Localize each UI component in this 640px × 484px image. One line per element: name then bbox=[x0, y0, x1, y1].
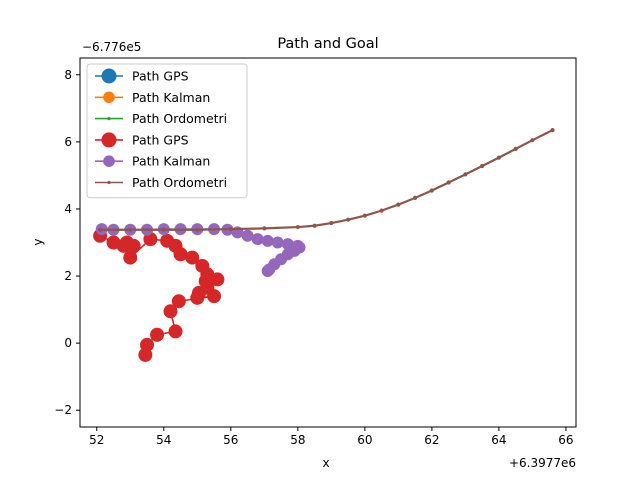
data-point bbox=[429, 188, 434, 193]
data-point bbox=[195, 227, 200, 232]
legend-entry: Path GPS bbox=[95, 68, 189, 84]
data-point bbox=[228, 226, 233, 232]
data-point bbox=[190, 290, 205, 305]
legend-marker bbox=[103, 155, 115, 167]
y-offset-label: −6.776e5 bbox=[82, 40, 141, 54]
y-tick-label: 0 bbox=[64, 336, 72, 350]
legend-marker bbox=[107, 180, 111, 185]
y-tick-label: 2 bbox=[64, 269, 72, 283]
data-point bbox=[550, 128, 555, 133]
data-point bbox=[463, 172, 468, 177]
data-point bbox=[262, 226, 267, 231]
data-point bbox=[150, 327, 165, 342]
data-point bbox=[126, 238, 141, 253]
x-tick-label: 54 bbox=[156, 433, 171, 447]
legend-label: Path GPS bbox=[132, 69, 189, 84]
series-3 bbox=[93, 228, 225, 362]
legend-entry: Path Ordometri bbox=[95, 175, 227, 190]
y-tick-label: −2 bbox=[54, 403, 72, 417]
series-5 bbox=[98, 128, 555, 232]
data-point bbox=[396, 202, 401, 207]
y-tick-label: 8 bbox=[64, 68, 72, 82]
legend-entry: Path Kalman bbox=[95, 154, 210, 169]
series-line bbox=[100, 129, 554, 231]
legend-label: Path Kalman bbox=[132, 90, 210, 105]
x-tick-label: 62 bbox=[424, 433, 439, 447]
x-tick-label: 66 bbox=[558, 433, 573, 447]
data-point bbox=[185, 250, 200, 265]
series-4 bbox=[95, 223, 306, 278]
axes-frame bbox=[79, 57, 577, 428]
legend-label: Path Ordometri bbox=[132, 175, 227, 190]
data-point bbox=[312, 223, 317, 228]
data-point bbox=[241, 229, 254, 242]
x-tick-label: 52 bbox=[89, 433, 104, 447]
plot-area bbox=[93, 128, 555, 362]
data-point bbox=[362, 213, 367, 218]
data-point bbox=[271, 236, 284, 249]
data-point bbox=[163, 304, 178, 319]
legend-marker bbox=[103, 91, 115, 104]
data-point bbox=[480, 163, 485, 169]
data-point bbox=[98, 227, 103, 232]
data-point bbox=[329, 220, 334, 226]
x-tick-label: 58 bbox=[290, 433, 305, 447]
y-axis-label: y bbox=[31, 238, 45, 245]
data-point bbox=[261, 234, 274, 247]
legend-entry: Path GPS bbox=[95, 132, 189, 148]
legend-label: Path GPS bbox=[132, 132, 189, 147]
x-axis-label: x bbox=[322, 456, 329, 470]
data-point bbox=[379, 208, 384, 213]
x-tick-label: 56 bbox=[223, 433, 238, 447]
data-point bbox=[138, 347, 153, 362]
legend-entry: Path Ordometri bbox=[95, 111, 227, 126]
x-offset-label: +6.3977e6 bbox=[509, 456, 576, 470]
data-point bbox=[446, 180, 451, 185]
data-point bbox=[251, 233, 264, 246]
data-point bbox=[173, 247, 188, 262]
data-point bbox=[413, 195, 418, 200]
data-point bbox=[295, 224, 300, 230]
data-point bbox=[207, 289, 222, 304]
legend-box bbox=[86, 63, 248, 199]
data-point bbox=[128, 227, 133, 232]
legend: Path GPS Path Kalman Path Ordometri Path GP… bbox=[86, 63, 248, 199]
data-point bbox=[161, 227, 166, 232]
data-point bbox=[346, 217, 351, 222]
legend-label: Path Kalman bbox=[132, 154, 210, 169]
legend-marker bbox=[101, 132, 117, 148]
data-point bbox=[530, 138, 535, 143]
data-point bbox=[168, 324, 183, 339]
data-point bbox=[496, 155, 502, 160]
x-tick-label: 60 bbox=[357, 433, 372, 447]
y-tick-label: 4 bbox=[64, 202, 72, 216]
legend-entry: Path Kalman bbox=[95, 90, 210, 105]
x-tick-label: 64 bbox=[491, 433, 506, 447]
legend-marker bbox=[107, 117, 111, 121]
chart-title: Path and Goal bbox=[277, 36, 378, 52]
y-tick-label: 6 bbox=[64, 135, 72, 149]
data-point bbox=[171, 294, 186, 309]
data-point bbox=[513, 146, 518, 152]
data-point bbox=[210, 272, 225, 287]
legend-marker bbox=[101, 68, 117, 84]
data-point bbox=[123, 250, 138, 265]
legend-label: Path Ordometri bbox=[132, 111, 227, 126]
axes: 52 54 56 58 60 62 64 66 −2 0 2 4 6 8 bbox=[54, 57, 577, 447]
data-point bbox=[261, 265, 274, 278]
